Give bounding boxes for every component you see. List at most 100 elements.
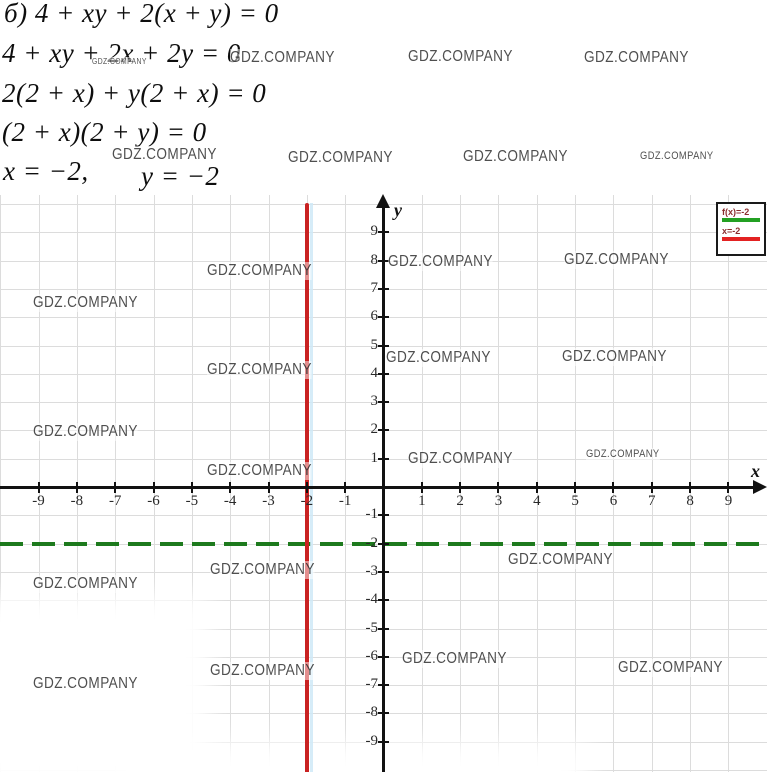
- legend-entry-green: f(x)=-2: [722, 207, 750, 217]
- x-tick-label: -1: [338, 493, 352, 509]
- y-tick: [378, 344, 389, 347]
- x-tick: [689, 482, 692, 493]
- x-tick-label: 8: [686, 493, 694, 509]
- y-tick: [378, 740, 389, 743]
- legend: f(x)=-2 x=-2: [716, 202, 766, 256]
- y-tick-label: 6: [370, 308, 379, 325]
- watermark: GDZ.COMPANY: [112, 146, 217, 164]
- x-tick: [459, 482, 462, 493]
- y-axis-arrow-icon: [376, 194, 390, 208]
- watermark: GDZ.COMPANY: [618, 659, 723, 677]
- y-tick: [378, 429, 389, 432]
- y-tick-label: 8: [370, 251, 379, 268]
- y-tick-label: -9: [365, 732, 379, 749]
- x-tick-label: 6: [609, 493, 618, 509]
- x-tick-label: 5: [571, 493, 579, 509]
- equation-line-2: 4 + xy + 2x + 2y = 0: [2, 38, 241, 68]
- equation-line-3: 2(2 + x) + y(2 + x) = 0: [2, 78, 267, 108]
- watermark: GDZ.COMPANY: [33, 294, 138, 312]
- watermark: GDZ.COMPANY: [388, 253, 493, 271]
- x-tick-label: 2: [456, 493, 464, 509]
- y-tick: [378, 401, 389, 404]
- watermark: GDZ.COMPANY: [564, 251, 669, 269]
- grid-line: [0, 195, 2, 772]
- watermark: GDZ.COMPANY: [33, 575, 138, 593]
- x-tick-label: -9: [32, 493, 45, 509]
- watermark: GDZ.COMPANY: [207, 361, 312, 379]
- y-tick-label: 5: [370, 336, 379, 353]
- watermark: GDZ.COMPANY: [586, 448, 660, 460]
- y-tick: [378, 514, 389, 517]
- watermark: GDZ.COMPANY: [230, 49, 335, 67]
- legend-entry-red: x=-2: [722, 226, 741, 236]
- x-tick: [420, 482, 423, 493]
- y-tick-label: 2: [370, 421, 379, 438]
- watermark: GDZ.COMPANY: [402, 650, 507, 668]
- equation-root-y: y = −2: [141, 161, 220, 191]
- x-tick-label: -3: [262, 493, 275, 509]
- watermark: GDZ.COMPANY: [562, 348, 667, 366]
- x-tick-label: -6: [147, 493, 160, 509]
- y-axis-label: y: [394, 200, 402, 220]
- x-tick: [267, 482, 270, 493]
- y-tick: [378, 570, 389, 573]
- y-axis: [382, 206, 385, 772]
- x-axis-label: x: [751, 461, 760, 481]
- y-tick-label: 3: [370, 393, 379, 410]
- y-tick: [378, 287, 389, 290]
- x-tick: [612, 482, 615, 493]
- x-tick: [344, 482, 347, 493]
- equation-line-4: (2 + x)(2 + y) = 0: [2, 117, 207, 147]
- y-tick-label: -8: [365, 704, 379, 721]
- y-tick-label: 1: [370, 449, 379, 466]
- x-tick: [114, 482, 117, 493]
- watermark: GDZ.COMPANY: [210, 662, 315, 680]
- x-tick: [727, 482, 730, 493]
- watermark: GDZ.COMPANY: [408, 48, 513, 66]
- y-tick: [378, 316, 389, 319]
- legend-red-bar: [722, 237, 760, 241]
- x-tick-label: 3: [494, 493, 503, 509]
- y-tick-label: -3: [365, 562, 379, 579]
- watermark: GDZ.COMPANY: [386, 349, 491, 367]
- equation-root-x: x = −2,: [3, 156, 89, 186]
- y-tick: [378, 627, 389, 630]
- watermark: GDZ.COMPANY: [33, 423, 138, 441]
- y-tick: [378, 684, 389, 687]
- watermark: GDZ.COMPANY: [584, 49, 689, 67]
- y-tick-label: 4: [370, 364, 379, 381]
- equation-line-1: б) 4 + xy + 2(x + y) = 0: [4, 0, 279, 28]
- y-tick: [378, 655, 389, 658]
- x-tick: [190, 482, 193, 493]
- x-tick: [229, 482, 232, 493]
- y-tick: [378, 259, 389, 262]
- x-tick: [535, 482, 538, 493]
- y-tick: [378, 372, 389, 375]
- x-tick-label: -7: [108, 493, 122, 509]
- x-axis-arrow-icon: [753, 480, 767, 494]
- watermark: GDZ.COMPANY: [92, 57, 147, 66]
- x-tick-label: 1: [418, 493, 426, 509]
- y-tick-label: -6: [365, 647, 379, 664]
- y-tick: [378, 542, 389, 545]
- x-tick: [152, 482, 155, 493]
- watermark: GDZ.COMPANY: [640, 150, 714, 162]
- watermark: GDZ.COMPANY: [33, 675, 138, 693]
- x-tick-label: -2: [300, 493, 314, 509]
- legend-green-bar: [722, 218, 760, 222]
- watermark: GDZ.COMPANY: [288, 149, 393, 167]
- x-tick-label: 7: [648, 493, 656, 509]
- y-tick: [378, 599, 389, 602]
- y-tick: [378, 457, 389, 460]
- x-tick: [650, 482, 653, 493]
- y-tick-label: -2: [365, 534, 379, 551]
- watermark: GDZ.COMPANY: [463, 148, 568, 166]
- y-tick-label: -5: [365, 619, 379, 636]
- y-tick-label: -7: [365, 676, 379, 693]
- y-tick-label: 9: [370, 223, 379, 240]
- watermark: GDZ.COMPANY: [207, 462, 312, 480]
- x-tick-label: 4: [533, 493, 541, 509]
- watermark: GDZ.COMPANY: [210, 561, 315, 579]
- watermark: GDZ.COMPANY: [508, 551, 613, 569]
